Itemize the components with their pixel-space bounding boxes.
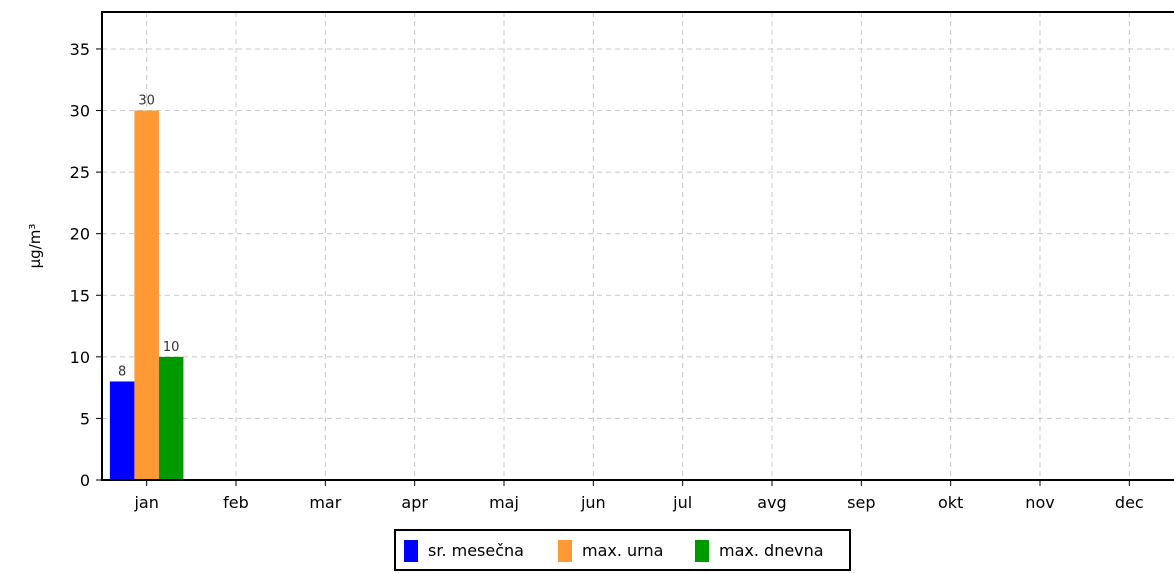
x-tick-label: sep [847,493,875,512]
legend-frame [394,529,851,571]
y-tick-label: 30 [70,102,90,121]
x-axis-ticks: jan feb mar apr maj jun jul avg sep okt nov dec [133,480,1144,512]
x-tick-label: jan [133,493,158,512]
y-tick-label: 20 [70,225,90,244]
legend-label: sr. mesečna [428,541,524,560]
gridlines [102,12,1174,480]
bar [158,356,184,480]
x-tick-label: avg [757,493,786,512]
bar-data-label: 10 [163,340,180,355]
bar [109,381,135,480]
y-tick-label: 15 [70,286,90,305]
y-tick-label: 5 [80,409,90,428]
legend: sr. mesečna max. urna max. dnevna [394,529,851,571]
legend-swatch [558,540,572,562]
x-tick-label: jun [580,493,606,512]
x-tick-label: nov [1025,493,1054,512]
bar [134,110,159,481]
x-tick-label: apr [401,493,428,512]
y-tick-label: 0 [80,471,90,490]
bar-data-label: 8 [118,364,126,379]
legend-label: max. urna [582,541,663,560]
x-tick-label: okt [938,493,963,512]
plot-area-frame [101,11,1174,481]
legend-swatch [695,540,709,562]
y-tick-label: 25 [70,163,90,182]
data-labels: 8 30 10 [118,94,179,380]
x-tick-label: maj [489,493,519,512]
y-tick-label: 10 [70,348,90,367]
y-axis-label: µg/m³ [26,224,44,269]
bar-data-label: 30 [138,94,155,109]
bars [109,110,184,481]
x-tick-label: mar [309,493,341,512]
legend-label: max. dnevna [719,541,824,560]
x-tick-label: dec [1115,493,1144,512]
legend-swatch [404,540,418,562]
y-axis-ticks: 0 5 10 15 20 25 30 35 [70,40,102,490]
x-tick-label: jul [672,493,692,512]
x-tick-label: feb [223,493,249,512]
y-tick-label: 35 [70,40,90,59]
